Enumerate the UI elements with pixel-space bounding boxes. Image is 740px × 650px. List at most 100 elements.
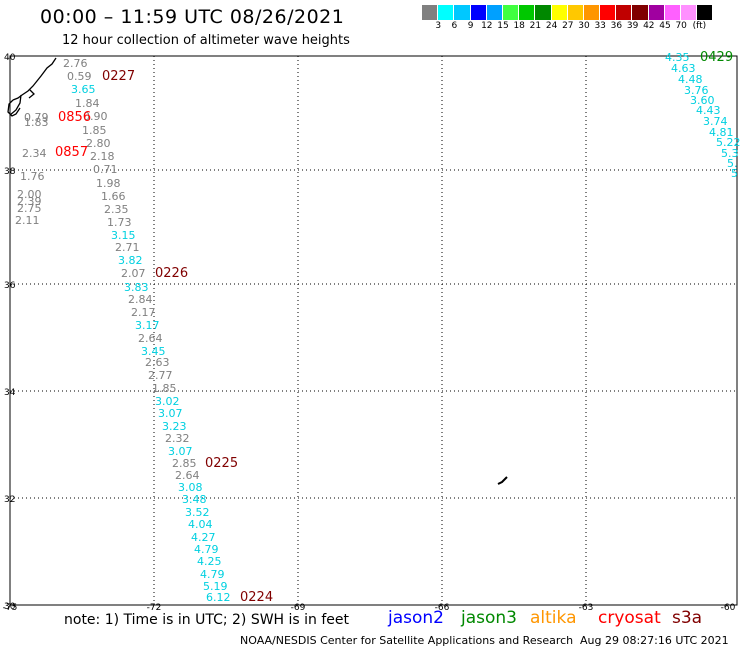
wave-height-label: 4.48 xyxy=(678,73,703,86)
coastline xyxy=(7,57,57,117)
wave-height-label: 1.85 xyxy=(152,382,177,395)
wave-height-label: 1.66 xyxy=(101,190,126,203)
legend-swatch xyxy=(470,5,487,20)
wave-height-label: 5.3 xyxy=(721,147,739,160)
longitude-label: -75 xyxy=(2,603,18,613)
chart-title: 00:00 – 11:59 UTC 08/26/2021 xyxy=(40,6,345,28)
wave-height-label: 5.19 xyxy=(203,580,228,593)
legend-swatch xyxy=(681,5,698,20)
wave-height-label: 4.35 xyxy=(665,51,690,64)
wave-height-label: 3.17 xyxy=(135,319,160,332)
wave-height-label: 2.75 xyxy=(17,202,42,215)
longitude-label: -72 xyxy=(146,603,162,613)
satellite-altika-label: altika xyxy=(530,608,577,628)
legend-tick-label: 21 xyxy=(529,21,542,31)
latitude-label: 40 xyxy=(4,53,16,63)
wave-height-label: 3.07 xyxy=(158,407,183,420)
wave-height-label: 2.80 xyxy=(86,137,111,150)
latitude-label: 36 xyxy=(4,281,16,291)
legend-tick-label: 24 xyxy=(545,21,558,31)
track-time-label: 0227 xyxy=(102,69,136,84)
legend-tick-label: 6 xyxy=(451,21,458,31)
legend-swatch xyxy=(632,5,649,20)
satellite-jason3-label: jason3 xyxy=(461,608,517,628)
wave-height-label: 2.32 xyxy=(165,432,190,445)
legend-tick-label: 30 xyxy=(578,21,590,31)
latitude-label: 38 xyxy=(4,167,16,177)
wave-height-label: 2.85 xyxy=(172,457,197,470)
longitude-label: -69 xyxy=(290,603,306,613)
legend-tick-label: 45 xyxy=(659,21,671,31)
wave-height-label: 2.07 xyxy=(121,267,146,280)
latitude-label: 32 xyxy=(4,495,16,505)
longitude-label: -63 xyxy=(578,603,594,613)
legend-tick-label: 27 xyxy=(562,21,574,31)
map-frame xyxy=(9,55,738,606)
wave-height-label: 0.71 xyxy=(93,163,118,176)
legend-swatch xyxy=(664,5,681,20)
wave-height-label: 2.34 xyxy=(22,147,47,160)
color-legend-bar xyxy=(422,5,714,20)
longitude-label: -60 xyxy=(720,603,736,613)
wave-height-label: 4.04 xyxy=(188,518,213,531)
wave-height-label: 2.39 xyxy=(17,195,42,208)
wave-height-label: 2.35 xyxy=(104,203,129,216)
legend-swatch xyxy=(648,5,665,20)
legend-swatch xyxy=(551,5,568,20)
wave-height-label: 3.23 xyxy=(162,420,187,433)
wave-height-label: 4.79 xyxy=(200,568,225,581)
wave-height-label: 3.76 xyxy=(684,84,709,97)
wave-height-label: 4.63 xyxy=(671,62,696,75)
track-time-label: 0226 xyxy=(155,266,189,281)
wave-height-label: 4.25 xyxy=(197,555,222,568)
legend-swatch xyxy=(600,5,617,20)
wave-height-label: 2.63 xyxy=(145,356,170,369)
wave-height-label: 3.60 xyxy=(690,94,715,107)
wave-height-label: 3.07 xyxy=(168,445,193,458)
wave-height-label: 2.00 xyxy=(17,188,42,201)
legend-tick-label: 18 xyxy=(513,21,525,31)
wave-height-label: 0.90 xyxy=(83,110,108,123)
legend-swatch xyxy=(567,5,584,20)
lat-lon-grid xyxy=(10,56,737,605)
satellite-jason2-label: jason2 xyxy=(388,608,444,628)
wave-height-label: 4.43 xyxy=(696,104,721,117)
legend-swatch xyxy=(486,5,503,20)
legend-swatch xyxy=(697,5,714,20)
legend-swatch xyxy=(438,5,455,20)
legend-swatch xyxy=(422,5,439,20)
wave-height-label: 4.79 xyxy=(194,543,219,556)
legend-swatch xyxy=(454,5,471,20)
legend-tick-label: 12 xyxy=(481,21,493,31)
wave-height-label: 1.73 xyxy=(107,216,132,229)
footnote: note: 1) Time is in UTC; 2) SWH is in fe… xyxy=(64,612,350,628)
wave-height-label: 3.74 xyxy=(703,115,728,128)
legend-tick-label: 36 xyxy=(610,21,623,31)
latitude-label: 34 xyxy=(4,388,16,398)
legend-tick-label: 3 xyxy=(435,21,442,31)
legend-tick-label: 42 xyxy=(643,21,655,31)
wave-height-label: 3.48 xyxy=(182,493,207,506)
wave-height-label: 5.22 xyxy=(716,136,740,149)
generated-timestamp: Aug 29 08:27:16 UTC 2021 xyxy=(580,634,729,647)
credit-line: NOAA/NESDIS Center for Satellite Applica… xyxy=(240,634,574,647)
wave-height-label: 2.71 xyxy=(115,241,140,254)
wave-height-label: 3.83 xyxy=(124,281,149,294)
wave-height-label: 1.85 xyxy=(82,124,107,137)
wave-height-label: 2.17 xyxy=(131,306,156,319)
wave-height-label: 6.12 xyxy=(206,591,231,604)
wave-height-label: 1.76 xyxy=(20,170,45,183)
chart-subtitle: 12 hour collection of altimeter wave hei… xyxy=(62,33,350,48)
legend-swatch xyxy=(502,5,520,20)
wave-height-label: 0.59 xyxy=(67,70,92,83)
satellite-cryosat-label: cryosat xyxy=(598,608,661,628)
wave-height-label: 3.02 xyxy=(155,395,180,408)
satellite-s3a-label: s3a xyxy=(672,608,703,628)
legend-swatch xyxy=(583,5,601,20)
wave-height-label: 1.98 xyxy=(96,177,121,190)
legend-tick-label: 70 xyxy=(675,21,687,31)
latitude-label: 30 xyxy=(4,602,16,612)
wave-height-label: 3.08 xyxy=(178,481,203,494)
wave-height-label: 3.45 xyxy=(141,345,166,358)
